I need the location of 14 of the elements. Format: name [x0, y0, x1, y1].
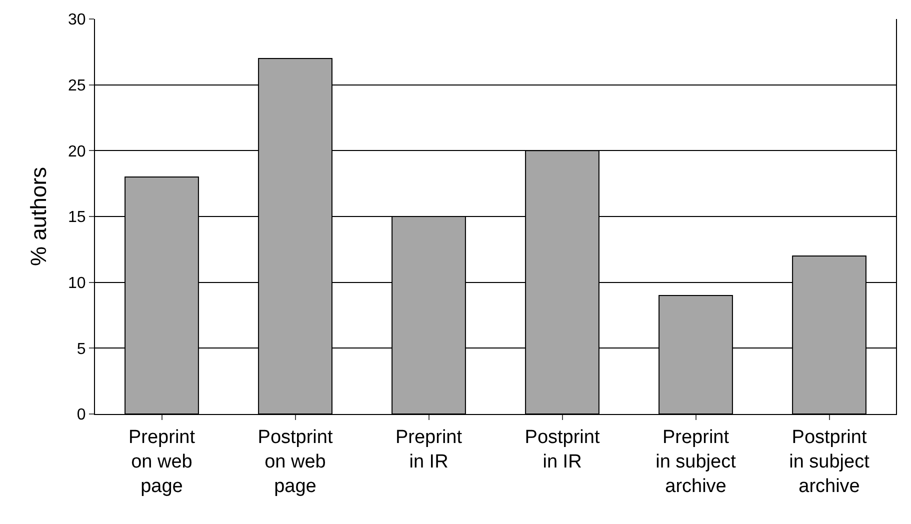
x-tick-label: Preprint on web page: [128, 426, 196, 498]
x-tick-label: Postprint in IR: [524, 426, 600, 472]
x-tick-label: Postprint on web page: [258, 426, 334, 498]
x-tick-label: Preprint in subject archive: [656, 426, 737, 498]
y-tick-label: 30: [68, 12, 86, 29]
y-tick-label: 20: [68, 143, 86, 160]
x-tick-label: Preprint in IR: [395, 426, 463, 472]
y-tick-label: 25: [68, 77, 86, 94]
y-axis-title: % authors: [26, 166, 51, 266]
y-tick-label: 5: [76, 340, 86, 358]
y-tick-label: 0: [76, 406, 86, 424]
x-tick-label: Postprint in subject archive: [789, 426, 870, 498]
y-tick-label: 15: [68, 209, 86, 226]
y-tick-label: 10: [68, 274, 86, 292]
